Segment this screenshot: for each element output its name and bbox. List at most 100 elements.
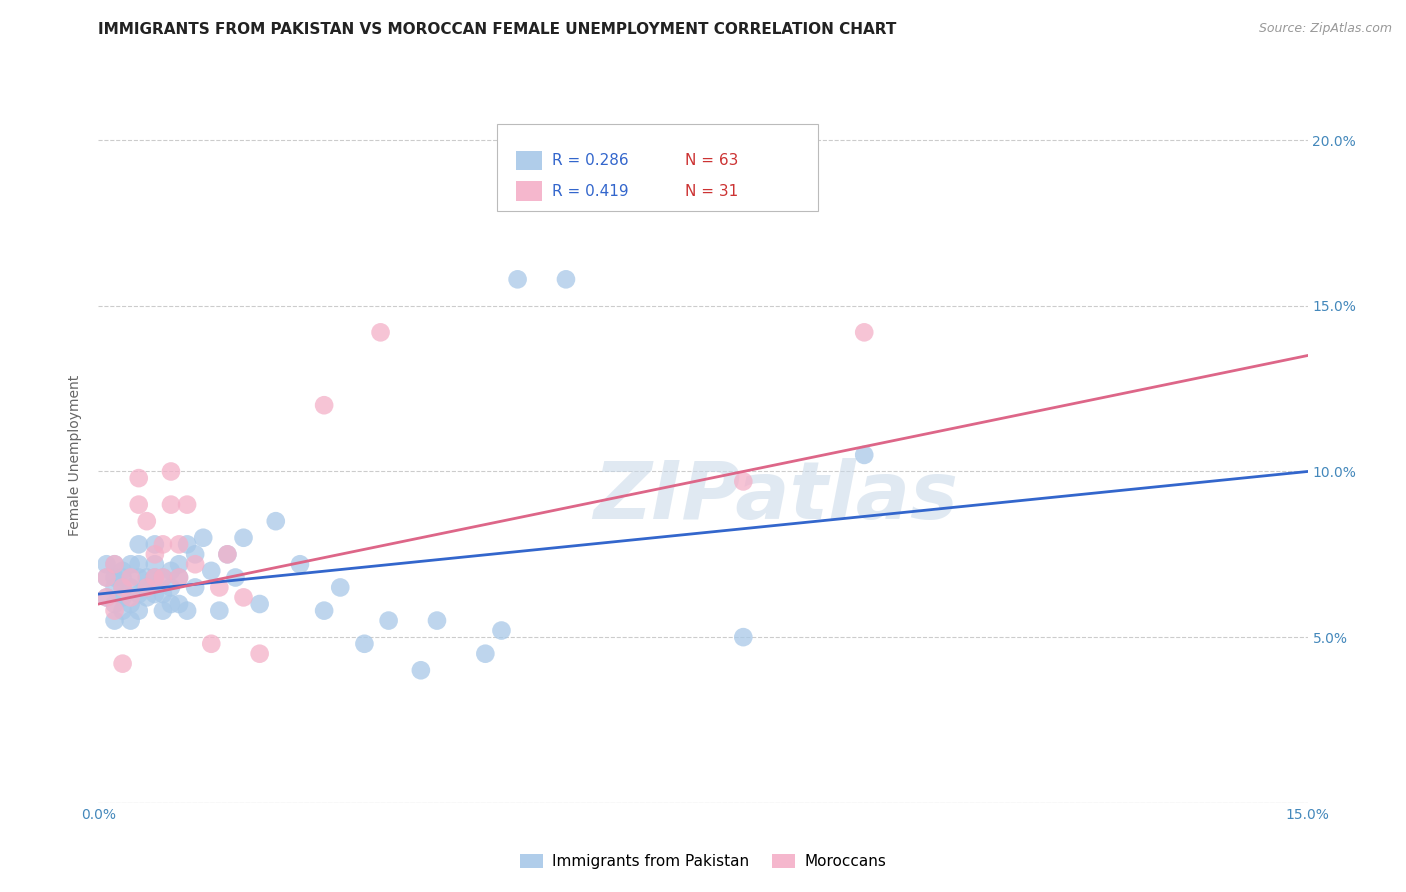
Point [128,570,150,584]
Point [103,570,125,584]
Point [288,558,311,572]
Point [853,326,876,340]
Point [264,514,287,528]
Point [409,663,432,677]
Point [176,537,198,551]
Point [426,614,449,628]
Point [111,657,134,671]
Point [733,630,755,644]
Point [167,570,190,584]
Point [128,537,150,551]
Point [143,587,166,601]
Point [160,564,183,578]
Point [200,637,222,651]
Point [353,637,375,651]
Point [96,570,118,584]
Text: R = 0.286: R = 0.286 [553,153,628,168]
Point [135,581,157,595]
Point [176,498,198,512]
Point [184,558,207,572]
Point [160,498,183,512]
Point [111,564,134,578]
Point [128,471,150,485]
Point [120,558,142,572]
Point [103,614,125,628]
Point [152,587,174,601]
Point [111,581,134,595]
Text: N = 31: N = 31 [685,184,738,199]
Point [167,558,190,572]
Point [506,272,529,286]
Point [152,537,174,551]
Point [103,604,125,618]
FancyBboxPatch shape [516,151,543,170]
Point [224,570,246,584]
Point [249,597,271,611]
Point [135,514,157,528]
Point [96,591,118,605]
Point [208,604,231,618]
Point [96,558,118,572]
Point [120,581,142,595]
Text: IMMIGRANTS FROM PAKISTAN VS MOROCCAN FEMALE UNEMPLOYMENT CORRELATION CHART: IMMIGRANTS FROM PAKISTAN VS MOROCCAN FEM… [98,22,897,37]
Point [555,272,578,286]
Point [111,581,134,595]
Point [120,591,142,605]
Point [474,647,496,661]
Point [208,581,231,595]
Point [733,475,755,489]
Point [135,570,157,584]
Point [143,570,166,584]
Point [143,570,166,584]
Point [103,581,125,595]
Point [853,448,876,462]
Text: ZIPatlas: ZIPatlas [593,458,957,536]
Point [103,558,125,572]
Point [143,558,166,572]
Point [184,547,207,561]
Point [103,597,125,611]
Point [370,326,392,340]
Point [217,547,239,561]
Point [120,597,142,611]
Point [135,591,157,605]
Point [249,647,271,661]
Point [167,537,190,551]
FancyBboxPatch shape [498,124,818,211]
Point [135,581,157,595]
Point [160,597,183,611]
Y-axis label: Female Unemployment: Female Unemployment [69,375,83,535]
Point [128,558,150,572]
Point [128,604,150,618]
Legend: Immigrants from Pakistan, Moroccans: Immigrants from Pakistan, Moroccans [513,848,893,875]
Point [176,604,198,618]
Text: N = 63: N = 63 [685,153,738,168]
Point [160,465,183,479]
Point [314,604,336,618]
Point [232,591,254,605]
Point [160,581,183,595]
Point [232,531,254,545]
Point [120,570,142,584]
Text: R = 0.419: R = 0.419 [553,184,628,199]
Point [96,570,118,584]
Point [152,570,174,584]
Point [167,570,190,584]
Point [143,547,166,561]
Point [143,537,166,551]
Point [128,498,150,512]
Point [128,587,150,601]
Point [111,604,134,618]
Point [111,591,134,605]
Point [193,531,215,545]
Point [200,564,222,578]
Point [184,581,207,595]
Point [103,558,125,572]
Point [96,591,118,605]
Point [120,614,142,628]
Point [111,570,134,584]
Point [377,614,399,628]
Point [329,581,352,595]
Point [152,604,174,618]
Point [491,624,513,638]
